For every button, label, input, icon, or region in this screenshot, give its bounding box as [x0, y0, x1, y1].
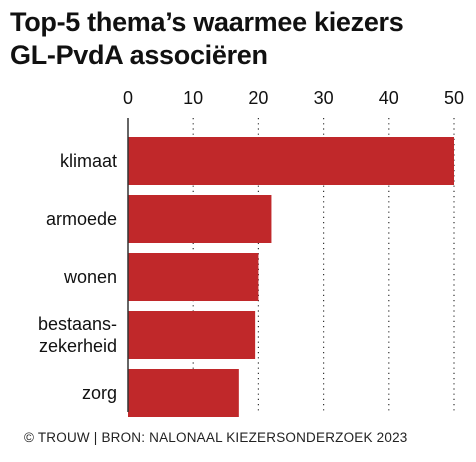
category-label: armoede	[46, 209, 117, 229]
chart-title-line-1: Top-5 thema’s waarmee kiezers	[10, 7, 404, 37]
x-tick-label: 40	[379, 88, 399, 108]
x-tick-label: 0	[123, 88, 133, 108]
bar	[128, 311, 256, 359]
bar	[128, 369, 239, 417]
source-credit: © TROUW | BRON: NALONAAL KIEZERSONDERZOE…	[24, 430, 408, 445]
x-tick-label: 20	[248, 88, 268, 108]
bar	[128, 253, 259, 301]
x-tick-label: 10	[183, 88, 203, 108]
category-label: zorg	[82, 383, 117, 403]
bar	[128, 137, 454, 185]
category-label: wonen	[63, 267, 117, 287]
category-label: bestaans-	[38, 314, 117, 334]
x-tick-label: 50	[444, 88, 464, 108]
x-tick-label: 30	[314, 88, 334, 108]
category-label: zekerheid	[39, 336, 117, 356]
chart-title-line-2: GL-PvdA associëren	[10, 40, 268, 70]
category-labels: klimaat armoede wonen bestaans-zekerheid zor…	[38, 151, 117, 403]
category-label: klimaat	[60, 151, 117, 171]
bars	[128, 137, 454, 417]
chart-title: Top-5 thema’s waarmee kiezers GL-PvdA as…	[10, 6, 470, 72]
bar-chart: 0 10 20 30 40 50 klimaat armoede wonen bestaans-…	[38, 88, 464, 417]
gridlines	[192, 118, 455, 412]
bar	[128, 195, 272, 243]
x-tick-labels: 0 10 20 30 40 50	[123, 88, 464, 108]
